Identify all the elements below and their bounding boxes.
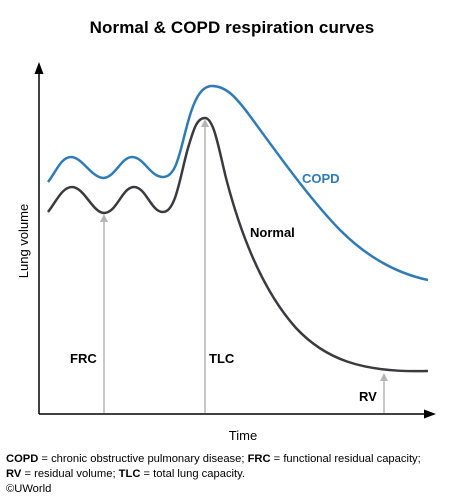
- copd-curve: [47, 84, 429, 282]
- normal-label: Normal: [250, 225, 295, 240]
- x-axis-label: Time: [229, 428, 257, 443]
- copyright: ©UWorld: [6, 483, 52, 495]
- rv-label: RV: [359, 389, 377, 404]
- footnote-abbr-copd: COPD: [6, 453, 39, 465]
- footnote: COPD = chronic obstructive pulmonary dis…: [6, 452, 458, 482]
- tlc-label: TLC: [209, 351, 235, 366]
- frc-label: FRC: [70, 351, 97, 366]
- footnote-abbr-tlc: TLC: [118, 468, 141, 480]
- copd-label: COPD: [302, 171, 340, 186]
- footnote-abbr-rv: RV: [6, 468, 22, 480]
- figure-title: Normal & COPD respiration curves: [89, 18, 375, 37]
- footnote-text-frc: = functional residual capacity;: [270, 453, 421, 465]
- footnote-text-rv: = residual volume;: [21, 468, 119, 480]
- y-axis-arrowhead: [34, 62, 44, 74]
- normal-curve: [47, 116, 429, 373]
- x-axis-arrowhead: [424, 409, 436, 419]
- footnote-abbr-frc: FRC: [247, 453, 271, 465]
- footnote-text-copd: = chronic obstructive pulmonary disease;: [38, 453, 248, 465]
- footnote-text-tlc: = total lung capacity.: [140, 468, 246, 480]
- y-axis-label: Lung volume: [16, 204, 31, 278]
